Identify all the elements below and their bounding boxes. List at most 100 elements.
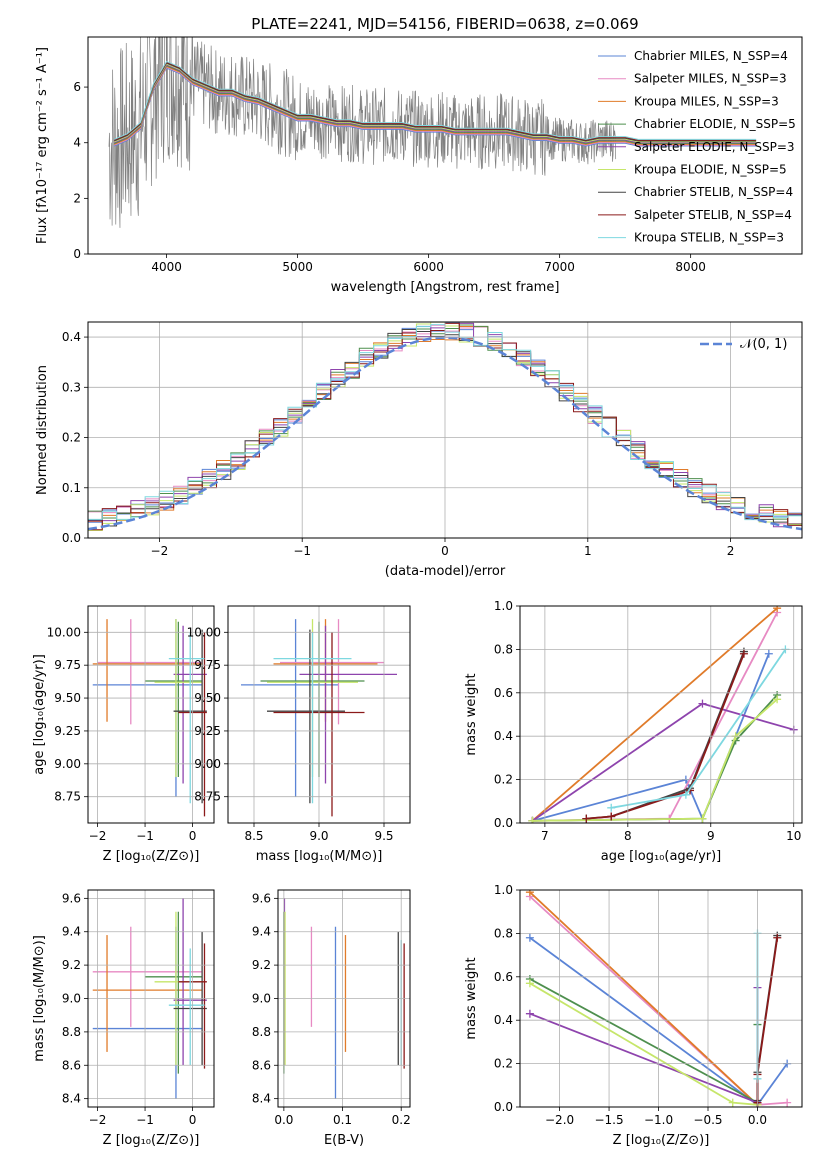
chart-age-vs-Z: −2 −1 0 8.75 9.00 9.25 9.50 9.75 10.00 Z [log₁₀(Z… — [32, 605, 215, 864]
y-tick-label: 0.2 — [62, 431, 81, 445]
legend-label: Kroupa ELODIE, N_SSP=5 — [634, 163, 787, 177]
series-marker — [728, 1098, 737, 1107]
x-tick-label: 0.1 — [333, 1113, 352, 1127]
series-marker — [783, 1098, 792, 1107]
y-tick-label: 10.00 — [47, 625, 81, 639]
x-tick-label: −1 — [293, 544, 311, 558]
series-marker — [525, 1009, 534, 1018]
model-spectrum — [114, 65, 757, 145]
series-marker — [525, 979, 534, 988]
series-marker — [739, 649, 748, 658]
series-line — [529, 891, 759, 1106]
y-tick-label: 0.2 — [494, 773, 513, 787]
y-tick-label: 0.1 — [62, 481, 81, 495]
chart-mass-vs-Z: −2 −1 0 8.4 8.6 8.8 9.0 9.2 9.4 9.6 Z [log₁₀(Z/Z⊙)… — [32, 889, 215, 1148]
axes-frame — [519, 889, 803, 1108]
x-tick-label: 8 — [624, 829, 632, 843]
series-line — [529, 987, 759, 1104]
x-tick-label: 9 — [707, 829, 715, 843]
y-tick-label: 1.0 — [494, 883, 513, 897]
y-tick-label: 8.8 — [62, 1025, 81, 1039]
x-tick-label: 0.2 — [392, 1113, 411, 1127]
y-tick-label: 0.6 — [494, 686, 513, 700]
series-marker — [773, 695, 782, 704]
y-tick-label: 9.25 — [194, 724, 221, 738]
y-tick-label: 0.8 — [494, 642, 513, 656]
x-tick-label: 2 — [727, 544, 735, 558]
model-spectrum — [114, 65, 757, 145]
chart-weight-vs-Z: −2.0 −1.5 −1.0 −0.5 0.0 0.0 0.2 0.4 0.6 0.8 1.0 Z [… — [464, 883, 803, 1148]
y-tick-label: 0.4 — [494, 1013, 513, 1027]
y-tick-label: 2 — [73, 191, 81, 205]
x-tick-label: 8000 — [675, 260, 706, 274]
y-tick-label: 9.6 — [252, 891, 271, 905]
x-tick-label: −2 — [89, 829, 107, 843]
chart-weight-vs-age: 7 8 9 10 0.0 0.2 0.4 0.6 0.8 1.0 age [log₁₀(age/yr… — [464, 599, 803, 864]
series-marker — [607, 803, 616, 812]
x-tick-label: 5000 — [282, 260, 313, 274]
observed-spectrum — [108, 37, 617, 228]
y-axis-label: mass weight — [464, 957, 479, 1039]
model-spectrum — [114, 64, 757, 144]
model-spectrum — [114, 63, 757, 143]
legend-label: Chabrier STELIB, N_SSP=4 — [634, 185, 793, 199]
legend-label: Salpeter STELIB, N_SSP=4 — [634, 208, 792, 222]
y-tick-label: 0.4 — [62, 330, 81, 344]
x-tick-label: 1 — [584, 544, 592, 558]
model-spectrum — [114, 61, 757, 141]
y-tick-label: 9.2 — [252, 958, 271, 972]
series-line — [532, 698, 778, 822]
y-tick-label: 8.4 — [252, 1092, 271, 1106]
chart-age-vs-mass: 8.5 9.0 9.5 8.75 9.00 9.25 9.50 9.75 10.00 mass [… — [187, 605, 411, 864]
x-tick-label: −2 — [151, 544, 169, 558]
legend-label: Chabrier MILES, N_SSP=4 — [634, 49, 788, 63]
y-tick-label: 1.0 — [494, 599, 513, 613]
y-axis-label: mass [log₁₀(M/M⊙)] — [32, 935, 47, 1062]
y-tick-label: 9.0 — [62, 992, 81, 1006]
y-tick-label: 9.6 — [62, 891, 81, 905]
y-tick-label: 0.0 — [62, 531, 81, 545]
x-tick-label: −2.0 — [545, 1113, 574, 1127]
axes-frame — [227, 605, 411, 824]
x-tick-label: −1 — [136, 1113, 154, 1127]
axes-frame — [87, 605, 215, 824]
series-marker — [607, 812, 616, 821]
series-marker — [773, 933, 782, 942]
y-tick-label: 4 — [73, 136, 81, 150]
series-marker — [773, 606, 782, 613]
y-tick-label: 9.4 — [62, 925, 81, 939]
series-line — [586, 653, 745, 820]
y-tick-label: 9.2 — [62, 958, 81, 972]
x-tick-label: 8.5 — [244, 829, 263, 843]
y-tick-label: 0.0 — [494, 816, 513, 830]
y-tick-label: 9.75 — [54, 658, 81, 672]
model-spectrum — [114, 67, 757, 147]
figure-title: PLATE=2241, MJD=54156, FIBERID=0638, z=0… — [251, 15, 638, 33]
x-tick-label: 0 — [189, 1113, 197, 1127]
axes-frame — [87, 321, 803, 539]
y-axis-label: Normed distribution — [35, 365, 50, 495]
y-tick-label: 9.25 — [54, 724, 81, 738]
plot-area — [92, 619, 207, 817]
axes-frame — [87, 889, 215, 1108]
y-tick-label: 8.75 — [194, 790, 221, 804]
y-tick-label: 0.2 — [494, 1057, 513, 1071]
chart-spectrum: 4000 5000 6000 7000 8000 0 2 4 6 Chabrier MILES, … — [35, 36, 803, 295]
y-tick-label: 8.75 — [54, 790, 81, 804]
x-tick-label: 9.5 — [374, 829, 393, 843]
x-tick-label: −0.5 — [693, 1113, 722, 1127]
legend-label: Salpeter MILES, N_SSP=3 — [634, 72, 787, 86]
y-tick-label: 8.6 — [62, 1058, 81, 1072]
y-axis-label: Flux [fλ10⁻¹⁷ erg cm⁻² s⁻¹ A⁻¹] — [35, 47, 50, 244]
legend-label: Kroupa MILES, N_SSP=3 — [634, 94, 779, 108]
x-axis-label: age [log₁₀(age/yr)] — [601, 849, 722, 864]
x-axis-label: (data-model)/error — [385, 564, 506, 579]
legend-label: Salpeter ELODIE, N_SSP=3 — [634, 140, 795, 154]
x-tick-label: 0.0 — [274, 1113, 293, 1127]
x-tick-label: 10 — [786, 829, 801, 843]
plot-area — [92, 898, 207, 1099]
x-tick-label: −1.5 — [594, 1113, 623, 1127]
series-marker — [764, 649, 773, 658]
x-tick-label: −2 — [89, 1113, 107, 1127]
x-axis-label: Z [log₁₀(Z/Z⊙)] — [103, 849, 200, 864]
